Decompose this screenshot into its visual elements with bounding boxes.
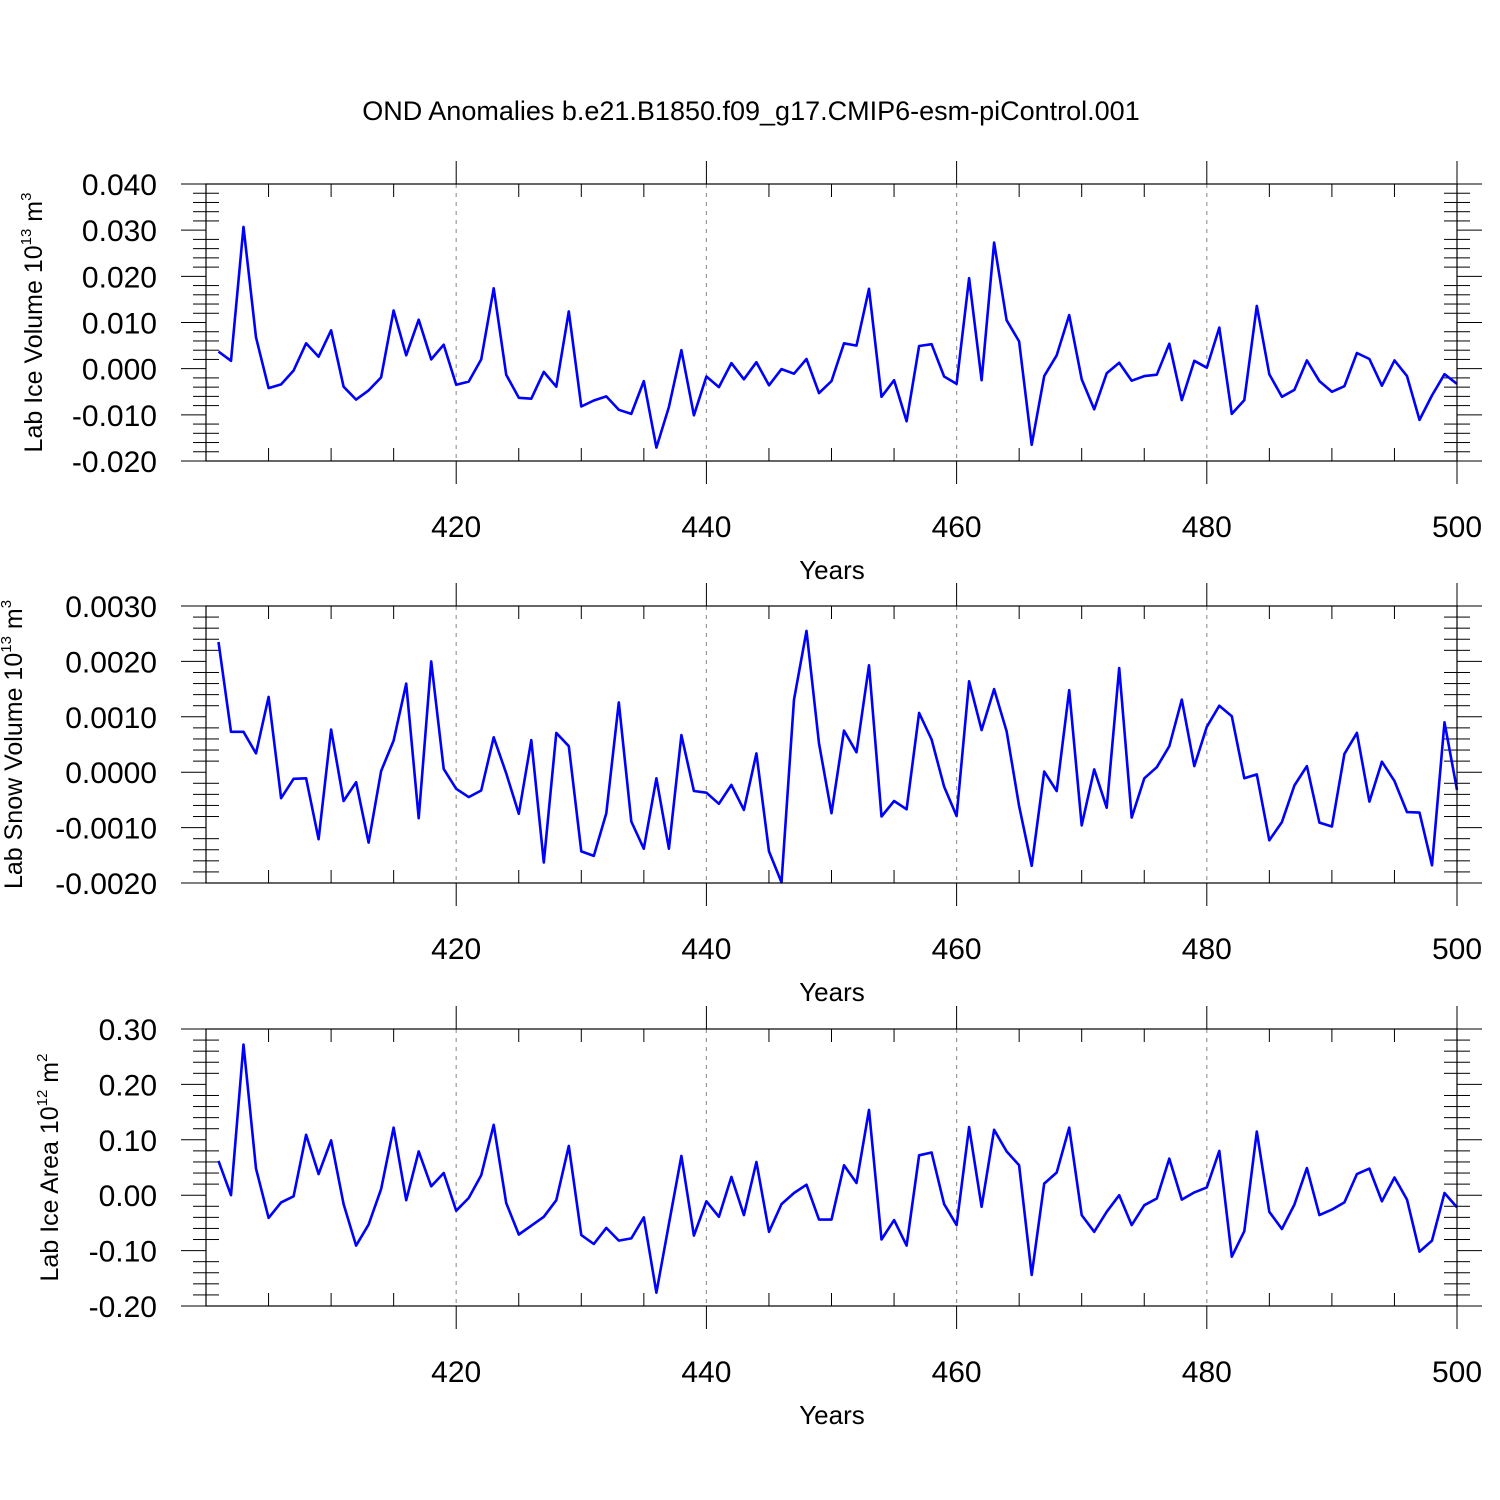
- y-tick-label: 0.30: [99, 1014, 157, 1047]
- series-line: [217, 629, 1459, 884]
- x-tick-label: 440: [681, 1356, 731, 1389]
- x-tick-label: 460: [932, 933, 982, 966]
- x-tick-label: 500: [1432, 511, 1482, 544]
- figure-title: OND Anomalies b.e21.B1850.f09_g17.CMIP6-…: [362, 96, 1139, 126]
- panel-1: 420 440 460 480 500 -0.020 -0.010 0.000 0.010 0.0…: [18, 161, 1482, 585]
- y-tick-label: -0.0010: [55, 813, 157, 846]
- x-tick-label: 500: [1432, 1356, 1482, 1389]
- y-axis-label: Lab Snow Volume 1013 m3: [0, 600, 28, 889]
- y-tick-label: 0.0000: [65, 757, 157, 790]
- y-tick-label: 0.0030: [65, 591, 157, 624]
- x-axis-label: Years: [799, 555, 865, 585]
- panel-3: 420 440 460 480 500 -0.20 -0.10 0.00 0.10 0.20 0.3…: [34, 1006, 1482, 1430]
- x-tick-label: 440: [681, 933, 731, 966]
- x-tick-label: 420: [431, 1356, 481, 1389]
- x-tick-label: 440: [681, 511, 731, 544]
- y-tick-label: 0.040: [82, 169, 157, 202]
- plot-frame: [205, 1028, 1458, 1307]
- x-tick-label: 420: [431, 511, 481, 544]
- plot-frame: [205, 183, 1458, 462]
- panels: 420 440 460 480 500 -0.020 -0.010 0.000 0.010 0.0…: [0, 161, 1482, 1430]
- y-tick-label: 0.010: [82, 308, 157, 341]
- y-tick-label: 0.000: [82, 354, 157, 387]
- plot-frame: [205, 605, 1458, 884]
- x-axis-label: Years: [799, 977, 865, 1007]
- x-axis-label: Years: [799, 1400, 865, 1430]
- y-axis-label: Lab Ice Volume 1013 m3: [18, 193, 48, 453]
- panel-2: 420 440 460 480 500 -0.0020 -0.0010 0.0000 0.001…: [0, 583, 1482, 1007]
- y-tick-label: 0.20: [99, 1069, 157, 1102]
- x-tick-label: 500: [1432, 933, 1482, 966]
- x-tick-label: 480: [1182, 933, 1232, 966]
- x-tick-label: 460: [932, 511, 982, 544]
- y-axis-label: Lab Ice Area 1012 m2: [34, 1054, 64, 1282]
- y-tick-label: -0.020: [72, 446, 157, 479]
- y-tick-label: 0.0010: [65, 702, 157, 735]
- series-line: [217, 1043, 1458, 1294]
- y-tick-label: -0.20: [89, 1291, 157, 1324]
- y-tick-label: 0.10: [99, 1125, 157, 1158]
- x-tick-label: 420: [431, 933, 481, 966]
- y-tick-label: -0.0020: [55, 868, 157, 901]
- series-line: [217, 225, 1458, 449]
- y-tick-label: 0.00: [99, 1180, 157, 1213]
- x-tick-label: 460: [932, 1356, 982, 1389]
- y-tick-label: -0.10: [89, 1236, 157, 1269]
- y-tick-label: 0.020: [82, 261, 157, 294]
- y-tick-label: 0.0020: [65, 646, 157, 679]
- y-tick-label: 0.030: [82, 215, 157, 248]
- x-tick-label: 480: [1182, 511, 1232, 544]
- x-tick-label: 480: [1182, 1356, 1232, 1389]
- y-tick-label: -0.010: [72, 400, 157, 433]
